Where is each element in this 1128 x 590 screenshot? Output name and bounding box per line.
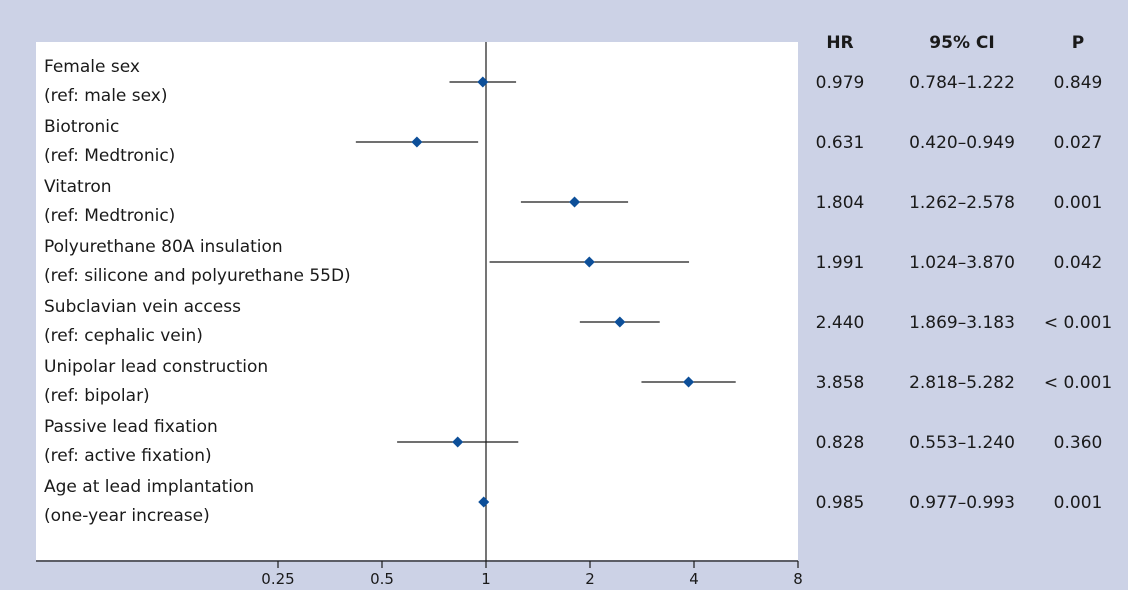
row-label: Subclavian vein access: [44, 297, 241, 317]
row-label: Polyurethane 80A insulation: [44, 237, 283, 257]
forest-row: Unipolar lead construction (ref: bipolar)…: [44, 357, 1112, 406]
row-reference: (ref: Medtronic): [44, 206, 175, 226]
ci-value: 0.420–0.949: [909, 133, 1015, 153]
row-label: Vitatron: [44, 177, 112, 197]
p-value: 0.027: [1054, 133, 1103, 153]
x-tick-label: 2: [585, 570, 595, 588]
forest-rows: Female sex (ref: male sex) 0.979 0.784–1.22…: [44, 57, 1112, 526]
hr-marker: [478, 496, 490, 508]
hr-value: 2.440: [816, 313, 865, 333]
hr-value: 0.631: [816, 133, 865, 153]
p-value: 0.360: [1054, 433, 1103, 453]
ci-value: 0.977–0.993: [909, 493, 1015, 513]
row-label: Unipolar lead construction: [44, 357, 268, 377]
forest-row: Female sex (ref: male sex) 0.979 0.784–1.22…: [44, 57, 1102, 106]
p-value: 0.042: [1054, 253, 1103, 273]
p-value: 0.849: [1054, 73, 1103, 93]
hr-marker: [583, 256, 595, 268]
hr-value: 1.991: [816, 253, 865, 273]
p-value: < 0.001: [1044, 373, 1112, 393]
hr-marker: [452, 436, 464, 448]
hr-value: 0.979: [816, 73, 865, 93]
header-ci: 95% CI: [929, 33, 994, 53]
row-label: Passive lead fixation: [44, 417, 218, 437]
header-p: P: [1072, 33, 1084, 53]
p-value: 0.001: [1054, 493, 1103, 513]
hr-marker: [569, 196, 581, 208]
p-value: 0.001: [1054, 193, 1103, 213]
row-reference: (ref: silicone and polyurethane 55D): [44, 266, 351, 286]
hr-value: 0.828: [816, 433, 865, 453]
x-tick-label: 4: [689, 570, 699, 588]
x-tick-label: 1: [481, 570, 491, 588]
forest-row: Biotronic (ref: Medtronic) 0.631 0.420–0.94…: [44, 117, 1102, 166]
hr-marker: [683, 376, 695, 388]
forest-row: Subclavian vein access (ref: cephalic vei…: [44, 297, 1112, 346]
ci-value: 1.869–3.183: [909, 313, 1015, 333]
ci-value: 1.262–2.578: [909, 193, 1015, 213]
x-tick-label: 0.25: [261, 570, 294, 588]
p-value: < 0.001: [1044, 313, 1112, 333]
forest-row: Polyurethane 80A insulation (ref: silicon…: [44, 237, 1102, 286]
hr-marker: [614, 316, 626, 328]
plot-panel: [36, 42, 798, 560]
x-axis-ticks: 0.25 0.5 1 2 4 8: [261, 561, 803, 588]
row-reference: (one-year increase): [44, 506, 210, 526]
ci-value: 1.024–3.870: [909, 253, 1015, 273]
ci-value: 2.818–5.282: [909, 373, 1015, 393]
row-reference: (ref: bipolar): [44, 386, 150, 406]
hr-value: 1.804: [816, 193, 865, 213]
hr-marker: [411, 136, 423, 148]
row-label: Age at lead implantation: [44, 477, 254, 497]
hr-value: 3.858: [816, 373, 865, 393]
x-tick-label: 8: [793, 570, 803, 588]
ci-value: 0.784–1.222: [909, 73, 1015, 93]
row-reference: (ref: cephalic vein): [44, 326, 203, 346]
row-label: Female sex: [44, 57, 140, 77]
row-reference: (ref: active fixation): [44, 446, 212, 466]
hr-value: 0.985: [816, 493, 865, 513]
row-reference: (ref: Medtronic): [44, 146, 175, 166]
hr-marker: [477, 76, 489, 88]
x-tick-label: 0.5: [370, 570, 394, 588]
ci-value: 0.553–1.240: [909, 433, 1015, 453]
forest-row: Passive lead fixation (ref: active fixati…: [44, 417, 1102, 466]
row-label: Biotronic: [44, 117, 119, 137]
header-hr: HR: [826, 33, 853, 53]
forest-row: Vitatron (ref: Medtronic) 1.804 1.262–2.578…: [44, 177, 1102, 226]
forest-row: Age at lead implantation (one-year increa…: [44, 477, 1102, 526]
column-headers: HR 95% CI P: [826, 33, 1084, 53]
row-reference: (ref: male sex): [44, 86, 168, 106]
